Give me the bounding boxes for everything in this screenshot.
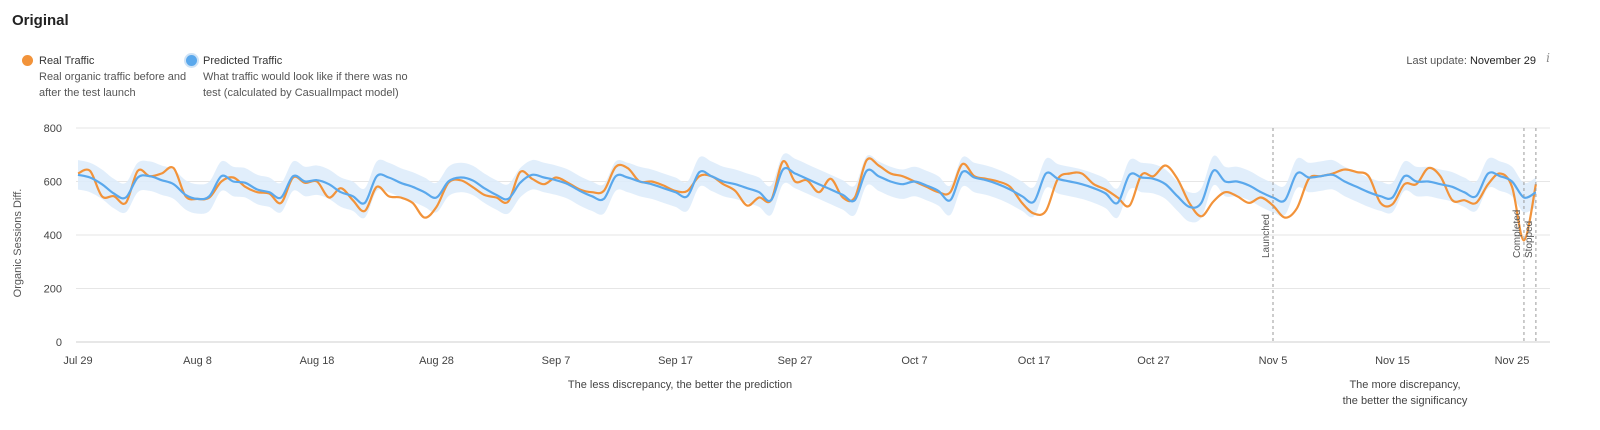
chart-axes: 0 200 400 600 800 Organic Sessions Diff. Jul 2… bbox=[12, 123, 1529, 367]
page-title: Original bbox=[12, 12, 69, 29]
predicted-traffic-dot-icon bbox=[186, 55, 197, 66]
x-tick-label: Nov 25 bbox=[1495, 355, 1530, 367]
x-tick-label: Sep 7 bbox=[542, 355, 571, 367]
marker-label-stopped: Stopped bbox=[1524, 221, 1535, 258]
y-tick-label: 800 bbox=[44, 123, 62, 135]
x-tick-label: Oct 17 bbox=[1018, 355, 1050, 367]
legend-predicted-desc: What traffic would look like if there wa… bbox=[203, 71, 408, 99]
y-tick-label: 0 bbox=[56, 337, 62, 349]
legend-real-traffic[interactable]: Real Traffic Real organic traffic before… bbox=[22, 53, 202, 101]
marker-label-launched: Launched bbox=[1261, 214, 1272, 258]
chart-lines bbox=[77, 157, 1537, 242]
x-tick-label: Aug 18 bbox=[300, 355, 335, 367]
x-tick-label: Oct 27 bbox=[1137, 355, 1169, 367]
x-tick-label: Nov 5 bbox=[1259, 355, 1288, 367]
y-axis-label: Organic Sessions Diff. bbox=[12, 189, 24, 298]
legend-predicted-label: Predicted Traffic bbox=[203, 55, 283, 67]
last-update: Last update: November 29 bbox=[1406, 53, 1536, 69]
predicted-traffic-line bbox=[77, 166, 1537, 209]
info-icon[interactable]: i bbox=[1546, 51, 1550, 65]
note-right-line1: The more discrepancy, bbox=[1349, 379, 1461, 391]
x-tick-label: Aug 8 bbox=[183, 355, 212, 367]
x-tick-label: Nov 15 bbox=[1375, 355, 1410, 367]
y-tick-label: 600 bbox=[44, 177, 62, 189]
x-tick-label: Oct 7 bbox=[901, 355, 927, 367]
marker-label-completed: Completed bbox=[1512, 210, 1523, 258]
legend-real-desc: Real organic traffic before and after th… bbox=[39, 71, 187, 99]
chart-markers: Launched Completed Stopped bbox=[1261, 128, 1537, 342]
last-update-value: November 29 bbox=[1469, 55, 1536, 67]
prediction-band bbox=[78, 153, 1536, 223]
x-tick-label: Jul 29 bbox=[63, 355, 92, 367]
note-more-discrepancy: The more discrepancy, the better the sig… bbox=[1320, 377, 1490, 409]
x-tick-label: Sep 17 bbox=[658, 355, 693, 367]
legend-real-label: Real Traffic bbox=[39, 55, 95, 67]
real-traffic-dot-icon bbox=[22, 55, 33, 66]
x-tick-label: Aug 28 bbox=[419, 355, 454, 367]
real-traffic-line bbox=[77, 157, 1537, 242]
y-tick-label: 400 bbox=[44, 230, 62, 242]
last-update-label: Last update: bbox=[1406, 55, 1467, 67]
note-right-line2: the better the significancy bbox=[1342, 395, 1468, 407]
x-tick-label: Sep 27 bbox=[778, 355, 813, 367]
y-tick-label: 200 bbox=[44, 284, 62, 296]
legend-predicted-traffic[interactable]: Predicted Traffic What traffic would loo… bbox=[186, 53, 426, 101]
predicted-band-area bbox=[78, 153, 1536, 223]
note-less-discrepancy: The less discrepancy, the better the pre… bbox=[567, 379, 793, 391]
